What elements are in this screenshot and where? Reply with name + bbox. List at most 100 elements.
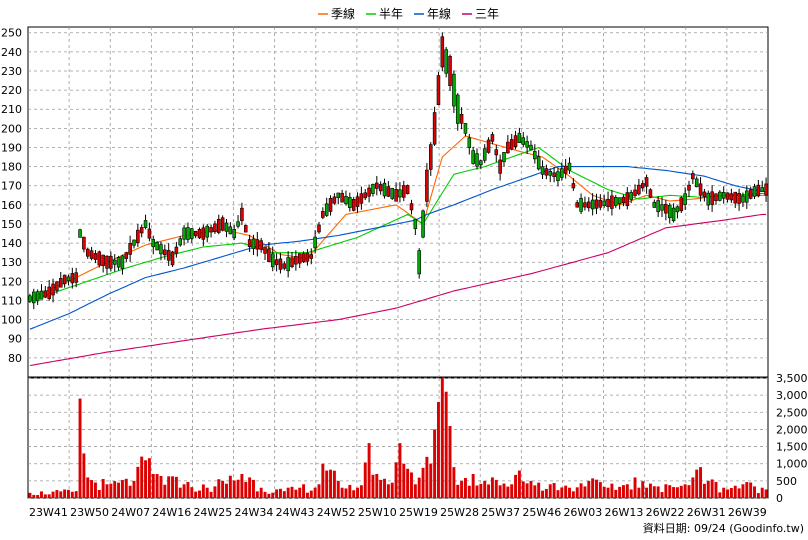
candle bbox=[220, 217, 225, 231]
x-tick-label: 23W41 bbox=[29, 506, 68, 519]
candle bbox=[70, 273, 75, 284]
volume-bar bbox=[136, 466, 140, 498]
candle bbox=[51, 283, 55, 296]
volume-bar bbox=[537, 482, 541, 498]
volume-bar bbox=[510, 484, 514, 498]
volume-bar bbox=[525, 483, 529, 498]
volume-bar bbox=[483, 480, 487, 498]
volume-bar bbox=[648, 483, 652, 498]
candle bbox=[521, 137, 526, 145]
volume-bar bbox=[248, 477, 252, 498]
volume-bar bbox=[390, 482, 394, 498]
candle bbox=[540, 166, 545, 175]
volume-tick-label: 3,000 bbox=[776, 389, 808, 402]
volume-bar bbox=[225, 483, 228, 498]
volume-bar bbox=[113, 481, 117, 498]
volume-bar bbox=[82, 453, 86, 498]
candle bbox=[710, 191, 714, 205]
volume-bar bbox=[59, 491, 63, 498]
candle bbox=[463, 123, 468, 134]
volume-bar bbox=[683, 484, 687, 498]
y-tick-label: 210 bbox=[1, 103, 22, 116]
candle bbox=[321, 211, 325, 218]
volume-bar bbox=[255, 491, 259, 498]
candle bbox=[224, 222, 229, 232]
volume-bar bbox=[236, 479, 240, 498]
volume-bar bbox=[606, 487, 610, 498]
volume-bar bbox=[298, 487, 302, 498]
candle bbox=[155, 242, 159, 251]
candle bbox=[436, 75, 441, 105]
volume-bar bbox=[618, 486, 622, 498]
volume-bar bbox=[359, 485, 363, 498]
volume-bar bbox=[321, 463, 325, 498]
volume-bar bbox=[67, 489, 70, 498]
x-tick-label: 26W13 bbox=[605, 506, 644, 519]
volume-bar bbox=[548, 484, 552, 498]
candle bbox=[745, 190, 749, 203]
volume-bar bbox=[587, 480, 591, 498]
volume-bar bbox=[575, 487, 579, 498]
candle bbox=[286, 257, 290, 272]
candle bbox=[725, 192, 730, 200]
candle bbox=[89, 250, 94, 259]
candle bbox=[737, 192, 741, 204]
volume-tick-label: 1,000 bbox=[776, 458, 808, 471]
candle bbox=[85, 248, 90, 257]
volume-tick-label: 1,500 bbox=[776, 441, 808, 454]
candle bbox=[664, 203, 668, 214]
candlesticks bbox=[28, 32, 768, 310]
volume-bar bbox=[541, 490, 544, 498]
volume-bar bbox=[367, 443, 371, 498]
candle bbox=[640, 183, 645, 189]
candle bbox=[694, 178, 699, 188]
candle bbox=[544, 168, 549, 176]
volume-bar bbox=[564, 485, 568, 498]
volume-bar bbox=[167, 476, 171, 498]
candle bbox=[482, 148, 487, 161]
candle bbox=[55, 281, 59, 291]
volume-bar bbox=[379, 479, 383, 498]
volume-bar bbox=[144, 460, 148, 498]
y-tick-label: 110 bbox=[1, 294, 22, 307]
candle bbox=[683, 193, 687, 205]
volume-bar bbox=[313, 487, 317, 498]
legend-label: 半年 bbox=[379, 7, 403, 21]
candle bbox=[498, 159, 502, 174]
volume-bar bbox=[440, 378, 444, 498]
candle bbox=[213, 223, 217, 233]
candle bbox=[243, 225, 248, 233]
volume-bar bbox=[413, 484, 417, 498]
volume-bar bbox=[406, 468, 410, 498]
y-tick-label: 240 bbox=[1, 46, 22, 59]
ma-3year-line bbox=[29, 213, 767, 367]
candle bbox=[186, 227, 190, 240]
candle bbox=[228, 226, 233, 235]
volume-bar bbox=[263, 491, 267, 498]
volume-bar bbox=[760, 487, 764, 498]
candle bbox=[97, 251, 102, 266]
y-tick-label: 220 bbox=[1, 84, 22, 97]
candle bbox=[375, 182, 379, 189]
volume-bar bbox=[329, 469, 333, 498]
candle bbox=[301, 253, 306, 263]
volume-bar bbox=[560, 487, 564, 498]
candle bbox=[679, 197, 684, 212]
volume-bar bbox=[699, 467, 703, 498]
candle bbox=[644, 177, 649, 187]
volume-bar bbox=[348, 484, 352, 498]
candle bbox=[560, 168, 564, 178]
volume-bar bbox=[463, 477, 467, 498]
candle bbox=[610, 195, 614, 209]
volume-bar bbox=[498, 485, 502, 498]
candle bbox=[359, 193, 364, 204]
volume-bar bbox=[252, 479, 255, 498]
candle bbox=[471, 150, 475, 164]
volume-tick-label: 2,000 bbox=[776, 423, 808, 436]
candle bbox=[760, 187, 764, 192]
y-tick-label: 250 bbox=[1, 27, 22, 40]
volume-bar bbox=[675, 487, 679, 498]
volume-bar bbox=[213, 486, 217, 498]
volume-bar bbox=[302, 484, 306, 498]
candle bbox=[132, 239, 136, 246]
